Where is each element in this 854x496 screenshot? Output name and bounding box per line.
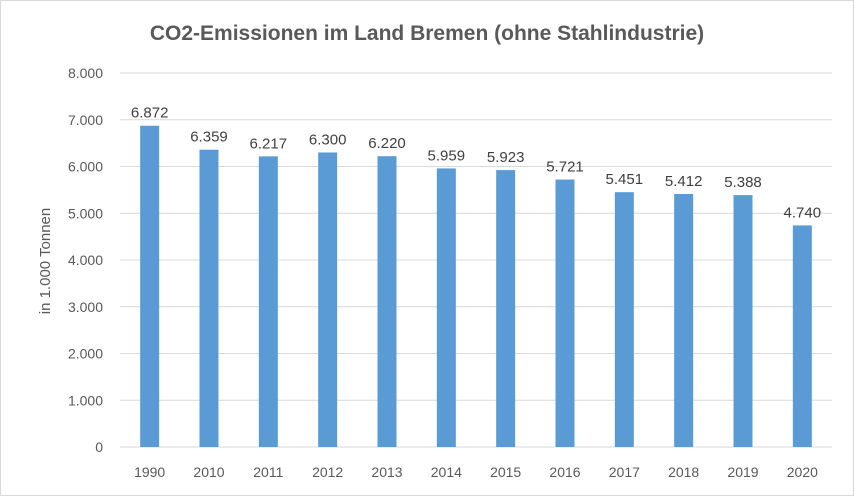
data-label-2011: 6.217: [250, 135, 288, 152]
bar-2018: [674, 193, 694, 447]
y-tick-label: 6.000: [68, 159, 103, 175]
bar-2013: [377, 156, 397, 447]
y-tick-label: 3.000: [68, 299, 103, 315]
x-tick-label: 2010: [193, 464, 224, 480]
data-label-2013: 6.220: [368, 135, 406, 152]
bar-2017: [614, 192, 634, 447]
x-tick-label: 2017: [609, 464, 640, 480]
data-label-2018: 5.412: [665, 173, 703, 190]
data-label-2010: 6.359: [190, 129, 228, 146]
y-tick-label: 8.000: [68, 65, 103, 81]
bar-2012: [318, 152, 338, 447]
x-tick-label: 2020: [787, 464, 818, 480]
x-tick-label: 2014: [431, 464, 462, 480]
bar-1990: [140, 125, 160, 447]
y-tick-label: 1.000: [68, 392, 103, 408]
data-label-1990: 6.872: [131, 105, 169, 122]
bars: [140, 125, 812, 448]
bar-2019: [733, 195, 753, 447]
data-label-2020: 4.740: [784, 204, 822, 221]
bar-2015: [496, 170, 516, 448]
bar-2011: [258, 156, 278, 447]
data-label-2015: 5.923: [487, 149, 525, 166]
data-label-2016: 5.721: [546, 159, 584, 176]
x-tick-label: 2016: [549, 464, 580, 480]
y-axis-ticks: 0 1.000 2.000 3.000 4.000 5.000 6.000 7.000 8.00…: [68, 65, 103, 455]
data-label-2019: 5.388: [724, 174, 762, 191]
gridlines: [120, 72, 832, 448]
x-tick-label: 2019: [727, 464, 758, 480]
y-tick-label: 2.000: [68, 346, 103, 362]
x-tick-label: 2013: [371, 464, 402, 480]
y-tick-label: 5.000: [68, 205, 103, 221]
data-label-2014: 5.959: [428, 147, 466, 164]
bar-2014: [436, 168, 456, 447]
y-tick-label: 0: [95, 439, 103, 455]
chart-title: CO2-Emissionen im Land Bremen (ohne Stah…: [149, 22, 705, 45]
y-axis-label: in 1.000 Tonnen: [37, 208, 54, 315]
bar-2020: [792, 225, 812, 447]
x-tick-label: 2012: [312, 464, 343, 480]
data-labels: 6.872 6.359 6.217 6.300 6.220 5.959 5.923 5.721…: [131, 105, 821, 222]
bar-2016: [555, 179, 575, 447]
x-tick-label: 2011: [253, 464, 283, 480]
x-axis-ticks: 1990 2010 2011 2012 2013 2014 2015 2016 2017 2018…: [134, 464, 818, 480]
y-tick-label: 4.000: [68, 252, 103, 268]
x-tick-label: 1990: [134, 464, 165, 480]
data-label-2012: 6.300: [309, 131, 347, 148]
data-label-2017: 5.451: [606, 171, 644, 188]
bar-2010: [199, 149, 219, 448]
y-tick-label: 7.000: [68, 112, 103, 128]
x-tick-label: 2018: [668, 464, 699, 480]
x-tick-label: 2015: [490, 464, 521, 480]
